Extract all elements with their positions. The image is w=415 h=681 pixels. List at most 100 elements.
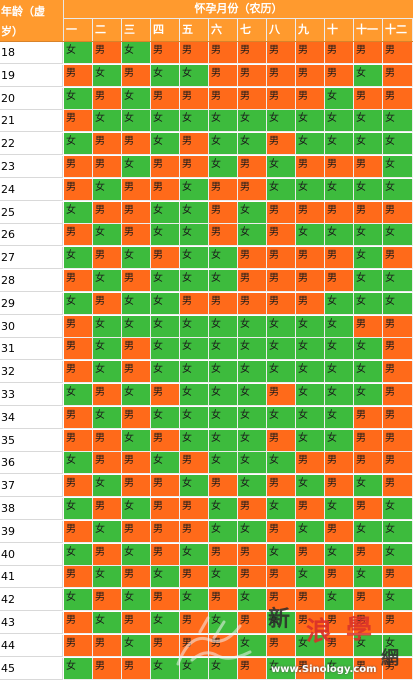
gender-cell: 男 [151,156,180,178]
gender-cell: 男 [209,64,238,87]
gender-cell: 女 [180,429,209,452]
gender-cell: 女 [383,270,413,292]
gender-cell: 女 [296,133,325,156]
gender-cell: 女 [383,520,413,543]
gender-cell: 女 [209,520,238,543]
gender-cell: 女 [296,338,325,361]
gender-cell: 男 [267,133,296,156]
age-cell: 31 [0,338,63,361]
table-row: 40 女男女男女男男女男女男女 [0,543,413,566]
gender-cell: 女 [296,224,325,247]
gender-cell: 男 [383,201,413,224]
gender-cell: 女 [325,110,354,133]
gender-cell: 女 [122,247,151,270]
age-cell: 27 [0,247,63,270]
gender-cell: 女 [93,110,122,133]
age-cell: 28 [0,270,63,292]
gender-cell: 男 [93,543,122,566]
gender-cell: 女 [122,110,151,133]
table-row: 29 女男女女男男男男男女女女 [0,292,413,315]
table-row: 23 男男女男男女男女男男男女 [0,156,413,178]
age-cell: 26 [0,224,63,247]
gender-cell: 女 [354,520,383,543]
gender-cell: 女 [238,452,267,475]
gender-cell: 女 [354,338,383,361]
gender-cell: 女 [209,133,238,156]
gender-cell: 男 [64,634,93,657]
month-header-6: 六 [209,19,238,41]
gender-cell: 男 [151,247,180,270]
table-row: 36 女男男女男女女女男男男男 [0,452,413,475]
gender-cell: 女 [151,361,180,384]
gender-cell: 女 [64,543,93,566]
gender-cell: 女 [238,338,267,361]
gender-cell: 女 [122,384,151,406]
gender-cell: 女 [122,315,151,338]
gender-cell: 女 [93,315,122,338]
gender-cell: 女 [209,406,238,429]
gender-cell: 女 [180,543,209,566]
age-cell: 24 [0,178,63,201]
gender-cell: 男 [383,42,413,64]
gender-cell: 女 [64,384,93,406]
gender-cell: 男 [383,475,413,498]
gender-cell: 男 [122,475,151,498]
gender-cell: 男 [267,634,296,657]
gender-cell: 女 [209,566,238,589]
age-cell: 21 [0,110,63,133]
gender-cell: 男 [267,270,296,292]
gender-cell: 女 [151,566,180,589]
gender-cell: 男 [325,612,354,634]
gender-cell: 女 [209,338,238,361]
gender-cell: 女 [93,361,122,384]
gender-cell: 男 [180,452,209,475]
age-header-line1: 年龄（虚 [1,5,45,18]
table-row: 38 女男女男男女男女男女男女 [0,498,413,520]
table-row: 37 男女男男女男女男女男女男 [0,475,413,498]
gender-cell: 女 [209,270,238,292]
gender-cell: 男 [267,566,296,589]
gender-cell: 女 [354,64,383,87]
gender-cell: 女 [238,475,267,498]
gender-cell: 男 [93,498,122,520]
month-header-7: 七 [238,19,267,41]
watermark-char-2: 浪 [306,617,333,647]
gender-cell: 男 [354,657,383,680]
gender-cell: 女 [64,452,93,475]
gender-cell: 女 [64,87,93,110]
gender-cell: 男 [325,270,354,292]
gender-cell: 男 [296,156,325,178]
gender-cell: 男 [267,87,296,110]
gender-cell: 女 [151,110,180,133]
gender-cell: 男 [93,247,122,270]
gender-cell: 女 [354,133,383,156]
gender-cell: 女 [267,406,296,429]
gender-cell: 男 [354,589,383,612]
table-row: 24 男女男男女男男女女女女女 [0,178,413,201]
gender-cell: 女 [122,498,151,520]
gender-cell: 女 [267,498,296,520]
gender-cell: 女 [354,634,383,657]
gender-cell: 男 [180,42,209,64]
gender-cell: 男 [267,429,296,452]
gender-cell: 男 [267,247,296,270]
gender-cell: 男 [267,384,296,406]
gender-cell: 女 [238,634,267,657]
table-row: 28 男女男女女女男男男男女女 [0,270,413,292]
table-header: 年龄（虚 岁） 怀孕月份（农历） 一二三四五六七八九十十一 十二 [0,0,413,42]
gender-cell: 男 [64,64,93,87]
gender-cell: 男 [93,429,122,452]
gender-cell: 女 [122,634,151,657]
gender-cell: 男 [64,520,93,543]
gender-cell: 男 [383,406,413,429]
table-row: 21 男女女女女女女女女女女女 [0,110,413,133]
gender-cell: 男 [122,133,151,156]
age-cell: 42 [0,589,63,612]
gender-cell: 女 [93,178,122,201]
table-row: 43 男女男女男女男女男男男男 [0,612,413,634]
gender-cell: 男 [64,612,93,634]
month-header-3: 三 [122,19,151,41]
gender-cell: 女 [151,612,180,634]
gender-cell: 女 [325,133,354,156]
